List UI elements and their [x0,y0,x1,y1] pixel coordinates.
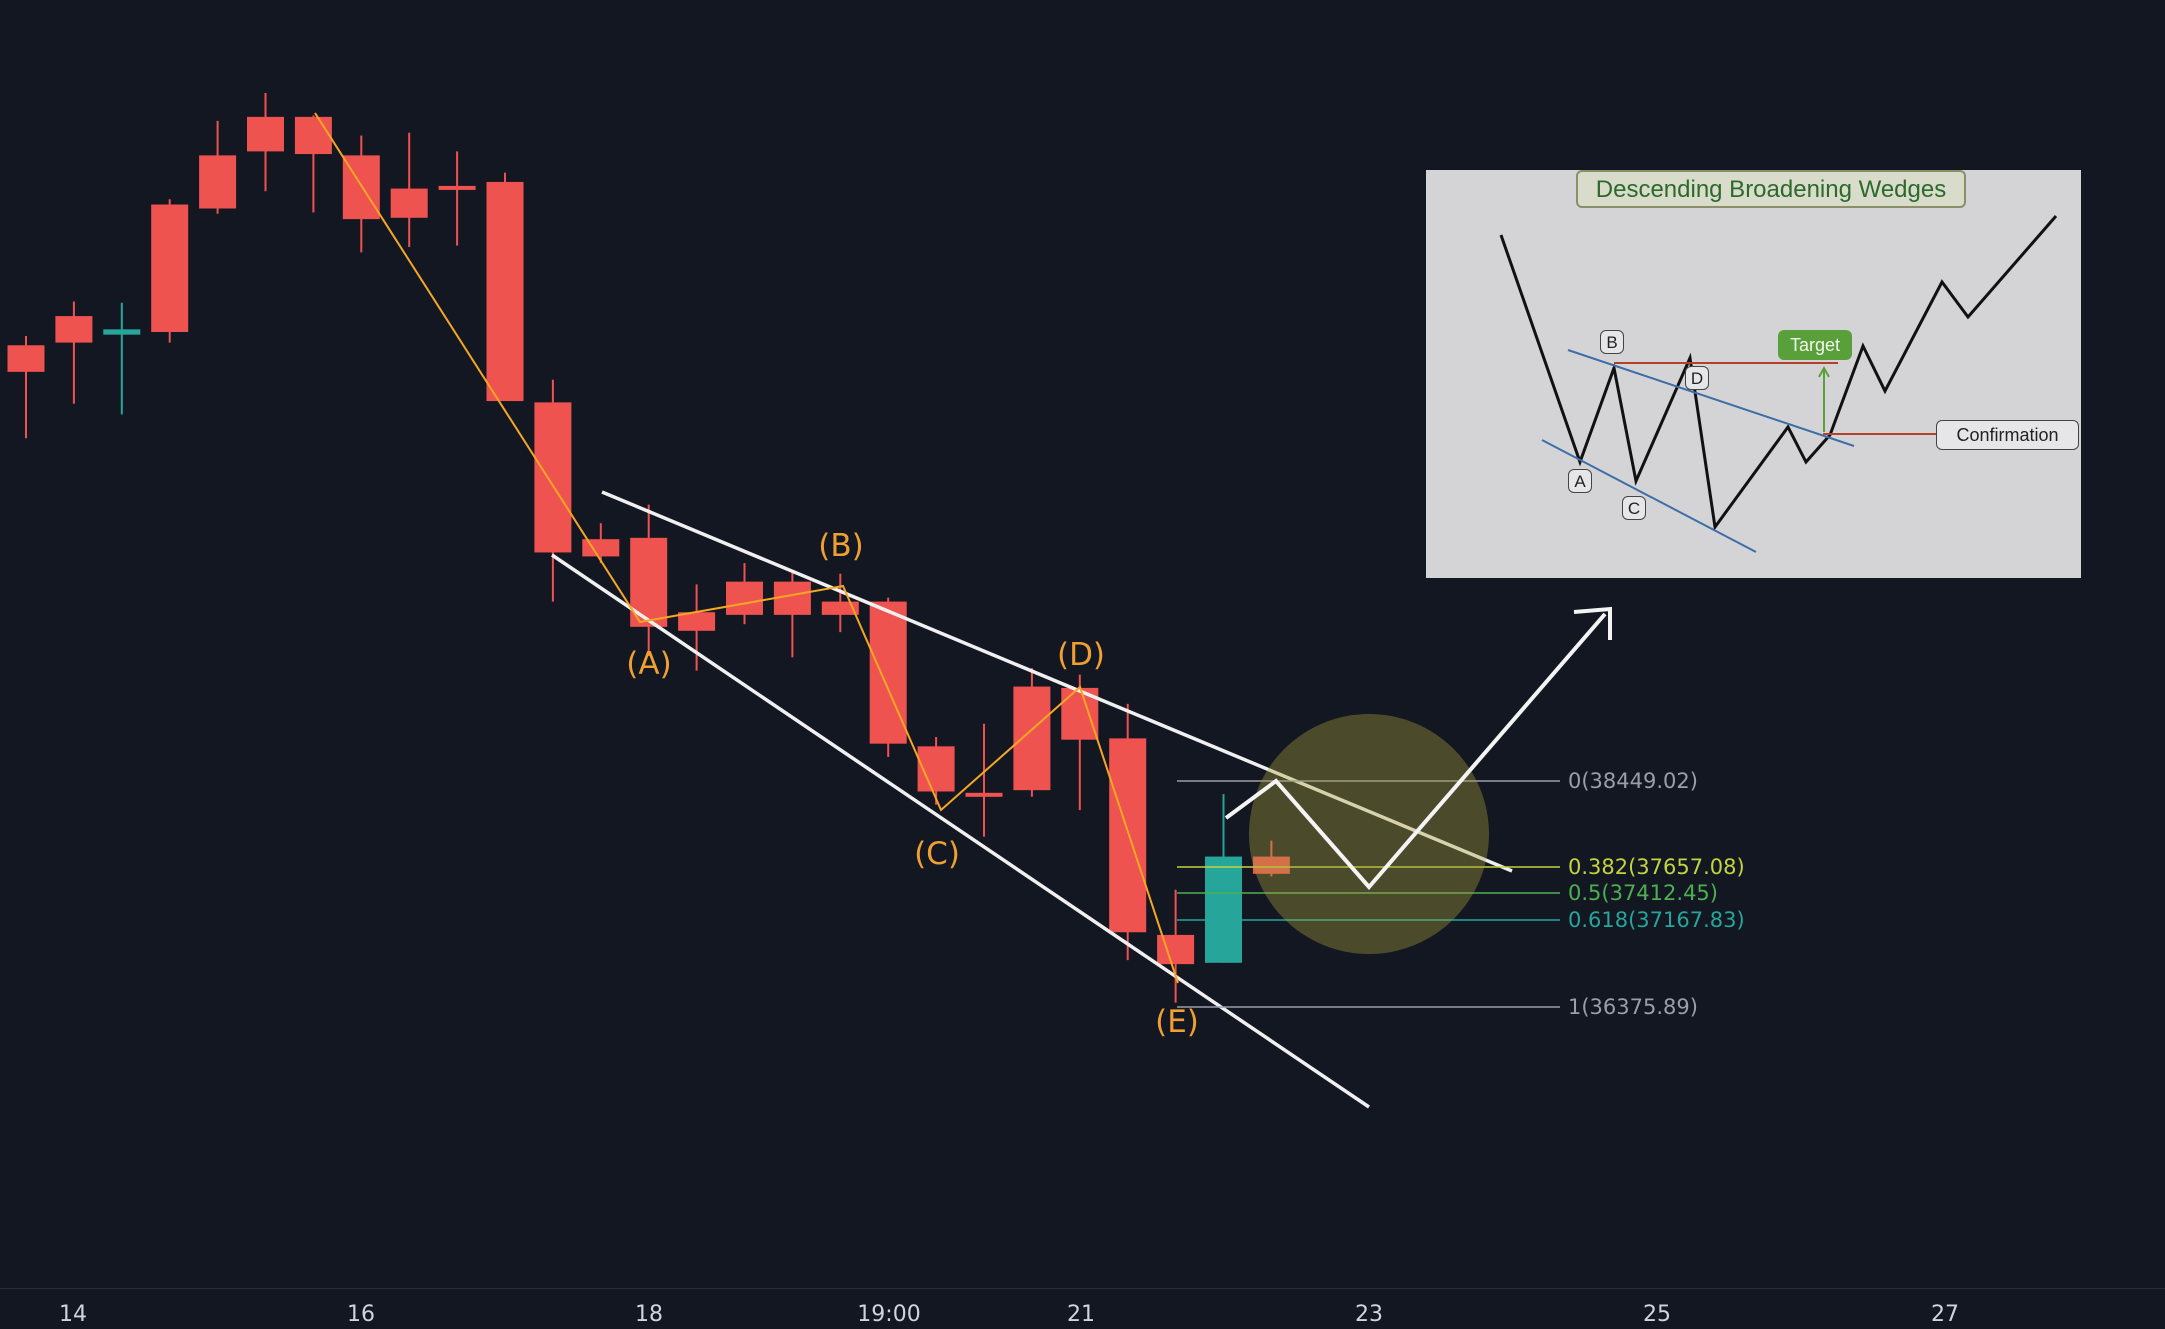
pattern-diagram [1499,215,2058,553]
inset-upper-trendline [1567,349,1855,447]
candle-body [726,581,763,615]
inset-target-arrowhead [1818,365,1830,378]
fib-level-label: 0.382(37657.08) [1568,855,1745,879]
wave-label: (D) [1056,637,1106,673]
inset-price-path [1499,215,2058,531]
candle-body [965,792,1003,797]
fib-level-label: 0.5(37412.45) [1568,881,1718,905]
wedge-upper-line [601,490,1513,873]
wave-label: (B) [818,528,864,564]
projection-path [1224,612,1607,891]
candle-body [390,188,428,218]
fib-level-label: 1(36375.89) [1568,995,1698,1019]
target-zone-circle [1249,714,1489,954]
pattern-reference-image: Descending Broadening Wedges [1426,170,2081,578]
candle-body [55,316,93,343]
target-tag: Target [1778,330,1852,360]
candle-body [294,116,332,155]
candle-body [199,155,237,209]
candle-body [151,204,189,332]
inset-point-c: C [1622,496,1646,520]
candle-body [1013,686,1051,791]
time-tick-label: 18 [635,1302,663,1327]
fib-level-label: 0.618(37167.83) [1568,908,1745,932]
wedge-lower-line [551,553,1370,1109]
wave-zigzag [314,112,1179,984]
fib-level-label: 0(38449.02) [1568,769,1698,793]
candle-body [7,345,45,372]
time-tick-label: 27 [1931,1302,1959,1327]
inset-point-d: D [1685,366,1709,390]
candle-body [1109,738,1147,933]
candle-body [1205,856,1242,963]
inset-lower-trendline [1541,439,1757,553]
candle-body [869,601,907,744]
inset-point-a: A [1568,469,1592,493]
candle-body [1252,856,1290,874]
confirmation-tag: Confirmation [1936,420,2079,450]
time-tick-label: 19:00 [857,1302,921,1327]
wave-label: (E) [1155,1004,1199,1040]
time-tick-label: 23 [1355,1302,1383,1327]
candle-body [773,581,811,615]
inset-point-b: B [1600,330,1624,354]
candle-body [582,539,620,557]
candle-body [486,181,524,402]
candle-body [247,116,284,152]
inset-title: Descending Broadening Wedges [1576,170,1966,208]
time-tick-label: 14 [59,1302,87,1327]
candle-body [103,329,141,335]
candle-body [821,601,859,615]
time-tick-label: 16 [347,1302,375,1327]
wave-label: (A) [626,646,672,682]
projection-arrowhead [1573,606,1612,640]
time-tick-label: 25 [1643,1302,1671,1327]
candle-body [534,402,572,553]
time-tick-label: 21 [1067,1302,1095,1327]
time-axis[interactable] [0,1288,2165,1329]
candle-body [678,612,716,631]
wave-label: (C) [914,836,960,872]
candle-body [438,185,476,190]
